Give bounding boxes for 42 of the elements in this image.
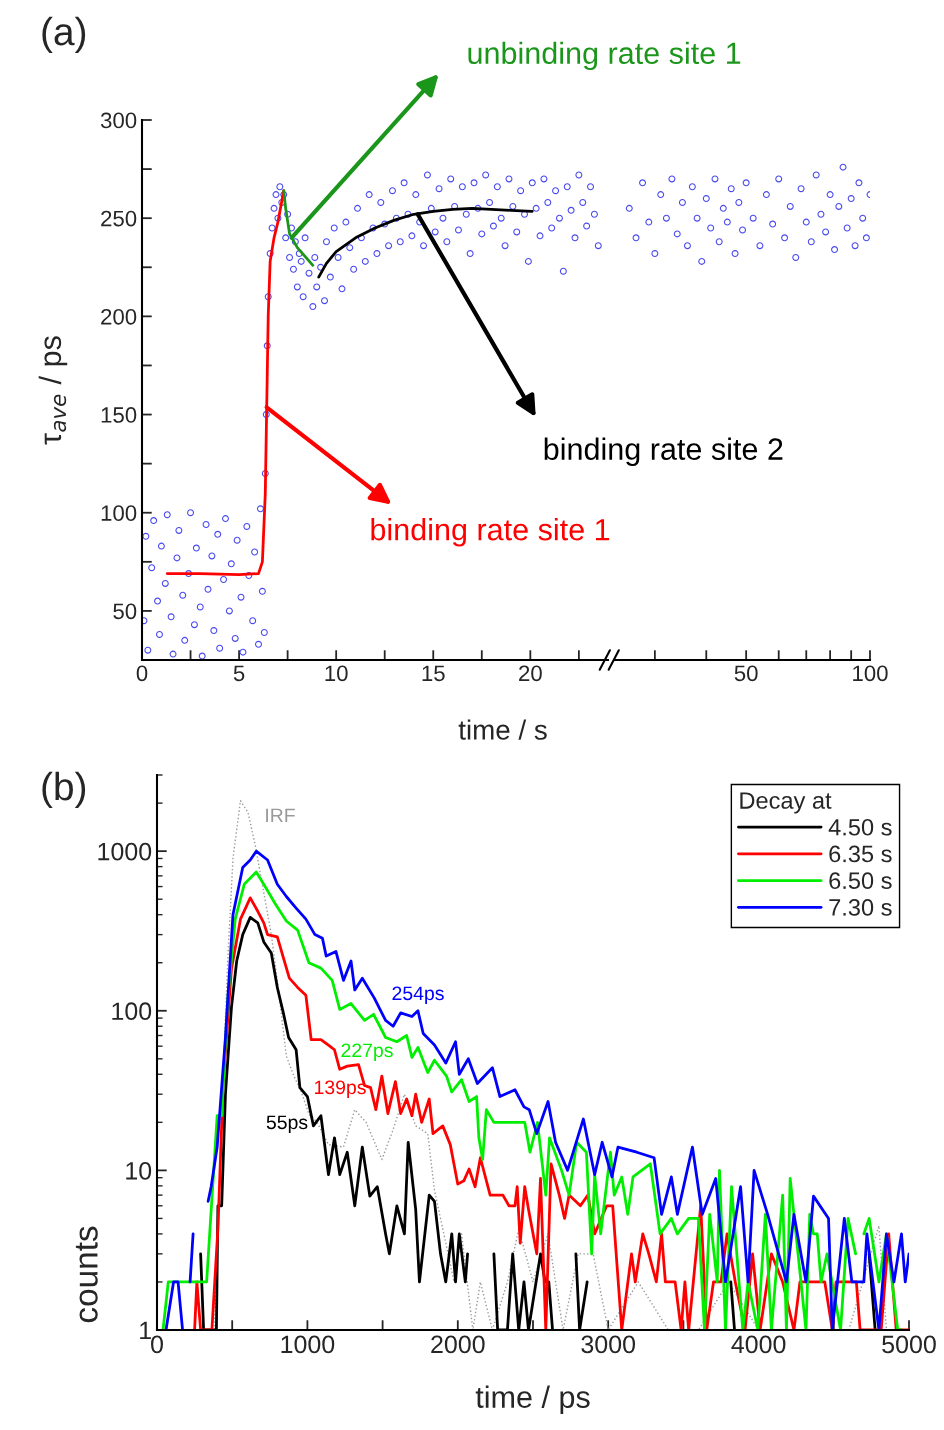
y-tick-label: 250 xyxy=(101,210,137,227)
x-tick-label: 10 xyxy=(325,665,348,682)
y-axis-title: τ$_{ave}$ / ps xyxy=(38,336,68,445)
legend-label: 6.50 s xyxy=(829,872,892,890)
annotation: unbinding rate site 1 xyxy=(468,41,741,71)
annotation: 254ps xyxy=(392,986,444,1005)
x-tick-label: 100 xyxy=(853,665,888,682)
legend-title: Decay at xyxy=(740,792,832,814)
x-axis-title: time / ps xyxy=(475,1385,590,1414)
x-tick-label: 4000 xyxy=(731,1335,786,1354)
y-tick-label: 100 xyxy=(101,505,137,521)
y-tick-label: 1000 xyxy=(98,842,152,861)
legend-label: 4.50 s xyxy=(828,818,892,836)
annotation: binding rate site 1 xyxy=(371,518,610,547)
x-tick-label: 3000 xyxy=(581,1335,636,1354)
x-tick-label: 0 xyxy=(151,1335,163,1354)
x-tick-label: 2000 xyxy=(431,1335,485,1354)
chart-title: (a) xyxy=(42,16,86,54)
x-tick-label: 20 xyxy=(519,665,542,682)
annotation: 227ps xyxy=(341,1043,393,1062)
x-tick-label: 0 xyxy=(136,665,148,682)
x-tick-label: 5000 xyxy=(882,1335,936,1354)
chart-title: (b) xyxy=(42,771,86,809)
legend-label: 7.30 s xyxy=(829,899,892,916)
y-tick-label: 200 xyxy=(101,308,137,325)
x-axis-title: time / s xyxy=(458,719,547,740)
annotation: 139ps xyxy=(315,1080,366,1099)
y-tick-label: 1 xyxy=(140,1321,151,1340)
x-tick-label: 5 xyxy=(233,665,245,682)
y-axis-title: counts xyxy=(75,1226,98,1323)
x-tick-label: 15 xyxy=(422,665,445,682)
annotation: IRF xyxy=(266,808,295,823)
y-tick-label: 50 xyxy=(113,603,137,620)
y-tick-label: 150 xyxy=(101,407,137,423)
y-tick-label: 10 xyxy=(126,1161,152,1180)
annotation: 55ps xyxy=(266,1115,308,1134)
y-tick-label: 100 xyxy=(112,1002,152,1021)
annotation: binding rate site 2 xyxy=(544,437,783,466)
y-tick-label: 300 xyxy=(100,112,137,129)
x-tick-label: 50 xyxy=(734,665,758,682)
x-tick-label: 1000 xyxy=(281,1335,335,1354)
legend-label: 6.35 s xyxy=(829,845,892,863)
